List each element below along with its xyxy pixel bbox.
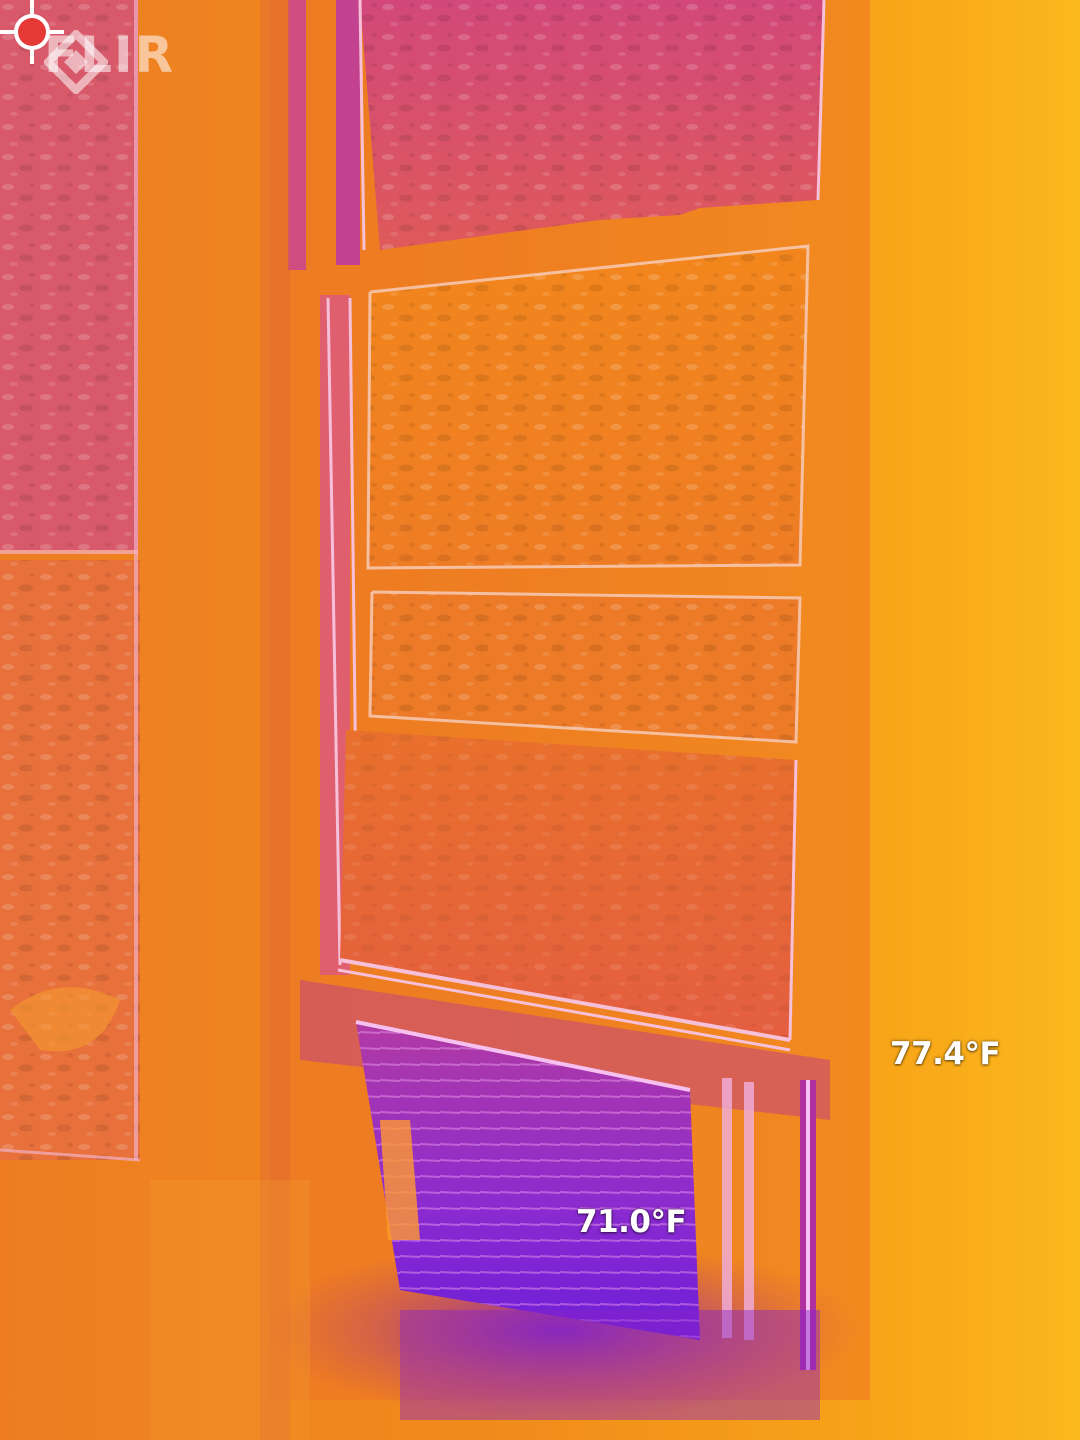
flir-logo: FLIR (44, 26, 176, 94)
flir-logo-icon (44, 30, 108, 94)
ac-unit (260, 1020, 860, 1420)
cold-spot-temperature: 71.0°F (576, 1204, 687, 1240)
left-frame (0, 0, 141, 1162)
flir-brand-text: FLIR (44, 26, 176, 84)
crosshair-hot-icon (0, 0, 64, 64)
hot-spot-temperature: 77.4°F (890, 1036, 1001, 1072)
window-frame (270, 0, 870, 1400)
